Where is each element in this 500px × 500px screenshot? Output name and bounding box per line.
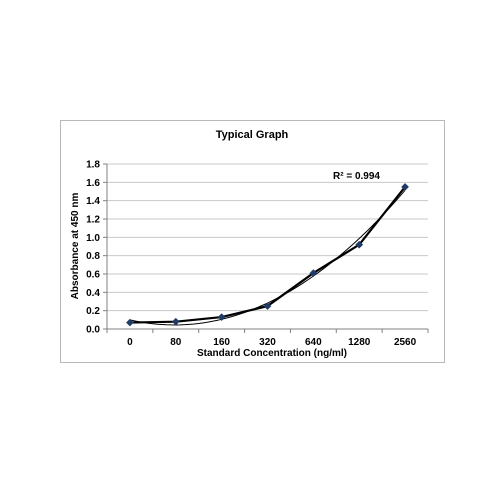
data-point-marker (263, 302, 272, 311)
x-tick-label: 320 (259, 337, 276, 348)
gridlines (107, 163, 428, 312)
y-tick-label: 1.8 (86, 160, 100, 171)
chart-title: Typical Graph (216, 129, 289, 141)
data-point-marker (355, 240, 364, 249)
x-tick-label: 80 (170, 337, 182, 348)
y-tick-label: 0.4 (86, 288, 100, 299)
y-tick-label: 1.2 (86, 215, 100, 226)
y-tick-labels: 0.0 0.2 0.4 0.6 0.8 1.0 1.2 1.4 1.6 1.8 (86, 160, 100, 336)
y-tick-label: 0.6 (86, 270, 100, 281)
x-tick-label: 2560 (394, 337, 417, 348)
x-tick-label: 640 (305, 337, 322, 348)
y-tick-label: 0.8 (86, 251, 100, 262)
data-point-marker (171, 317, 180, 326)
y-axis-label: Absorbance at 450 nm (70, 193, 81, 300)
x-axis-label: Standard Concentration (ng/ml) (197, 348, 347, 359)
x-tick-labels: 0 80 160 320 640 1280 2560 (127, 337, 416, 348)
chart-frame (60, 120, 445, 363)
data-points (125, 182, 410, 327)
y-tick-label: 0.0 (86, 325, 100, 336)
axes (103, 163, 429, 333)
y-tick-label: 1.4 (86, 196, 100, 207)
y-tick-label: 1.0 (86, 233, 100, 244)
data-point-marker (401, 182, 410, 191)
data-point-marker (217, 313, 226, 322)
y-tick-label: 0.2 (86, 306, 100, 317)
y-tick-label: 1.6 (86, 178, 100, 189)
x-tick-label: 0 (127, 337, 133, 348)
x-tick-label: 160 (213, 337, 230, 348)
data-point-marker (309, 269, 318, 278)
data-point-marker (125, 318, 134, 327)
r-squared-annotation: R² = 0.994 (333, 171, 380, 182)
x-tick-label: 1280 (348, 337, 371, 348)
